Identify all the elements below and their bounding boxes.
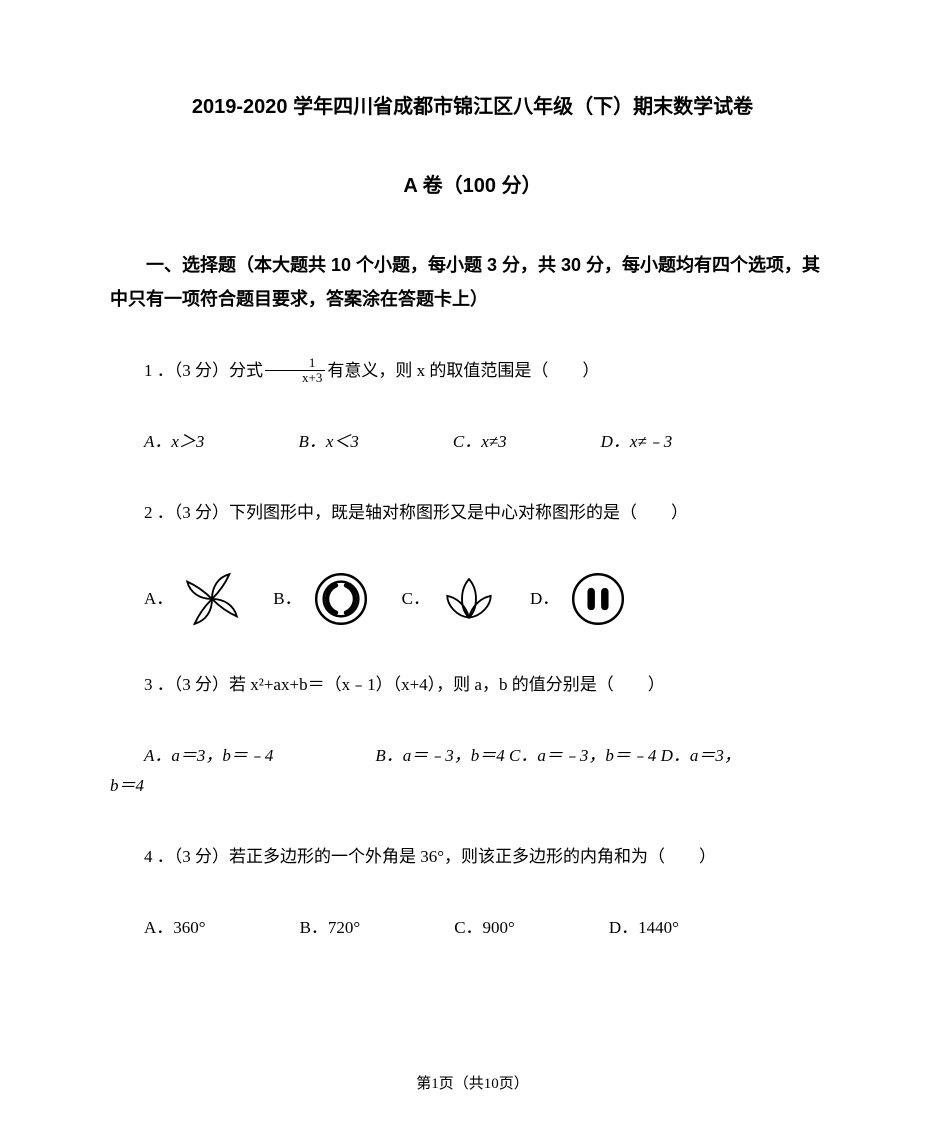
q2-label-b: B．	[273, 584, 301, 615]
q1-options: A．x＞3 B．x＜3 C．x≠3 D．x≠﹣3	[110, 427, 835, 458]
q4-options: A．360° B．720° C．900° D．1440°	[110, 913, 835, 944]
q2-label-c: C．	[402, 584, 430, 615]
q4-option-b: B．720°	[266, 913, 361, 944]
q2-label-d: D．	[530, 584, 559, 615]
q2-label-a: A．	[144, 584, 173, 615]
question-1: 1 ．（3 分）分式1x+3有意义，则 x 的取值范围是（ ）	[110, 356, 835, 387]
question-3: 3 ．（3 分）若 x²+ax+b＝（x﹣1）（x+4），则 a，b 的值分别是…	[110, 670, 835, 701]
q1-option-c: C．x≠3	[419, 427, 507, 458]
q2-option-a: A．	[144, 568, 243, 630]
paper-subtitle: A 卷（100 分）	[110, 169, 835, 198]
q3-options-line2: b＝4	[110, 771, 144, 802]
q1-prefix: 1 ．（3 分）分式	[144, 361, 263, 380]
pinwheel-icon	[181, 568, 243, 630]
question-2: 2 ．（3 分）下列图形中，既是轴对称图形又是中心对称图形的是（ ）	[110, 498, 835, 529]
q3-options-line1: A．a＝3，b＝﹣4 B．a＝﹣3，b＝4 C．a＝﹣3，b＝﹣4 D．a＝3，	[144, 746, 741, 765]
q2-option-c: C．	[402, 568, 500, 630]
q1-frac-den: x+3	[265, 371, 325, 385]
section-heading: 一、选择题（本大题共 10 个小题，每小题 3 分，共 30 分，每小题均有四个…	[110, 248, 835, 316]
q4-option-c: C．900°	[420, 913, 515, 944]
page: 2019-2020 学年四川省成都市锦江区八年级（下）期末数学试卷 A 卷（10…	[0, 0, 945, 1123]
q3-options: A．a＝3，b＝﹣4 B．a＝﹣3，b＝4 C．a＝﹣3，b＝﹣4 D．a＝3，…	[110, 741, 835, 802]
section-heading-line1: 一、选择题（本大题共 10 个小题，每小题 3 分，共 30 分，每小题均有四个…	[146, 255, 820, 275]
q4-option-d: D．1440°	[575, 913, 679, 944]
socket-icon	[567, 568, 629, 630]
q1-option-a: A．x＞3	[110, 427, 204, 458]
question-4: 4 ．（3 分）若正多边形的一个外角是 36°，则该正多边形的内角和为（ ）	[110, 842, 835, 873]
q2-option-d: D．	[530, 568, 629, 630]
page-title: 2019-2020 学年四川省成都市锦江区八年级（下）期末数学试卷	[110, 90, 835, 119]
q1-option-d: D．x≠﹣3	[567, 427, 673, 458]
q2-options: A． B． C．	[110, 568, 835, 630]
q1-fraction: 1x+3	[265, 356, 325, 384]
q1-frac-num: 1	[265, 356, 325, 371]
section-heading-line2: 中只有一项符合题目要求，答案涂在答题卡上）	[110, 289, 488, 309]
q2-option-b: B．	[273, 568, 371, 630]
q1-suffix: 有意义，则 x 的取值范围是（ ）	[327, 361, 599, 380]
q1-option-b: B．x＜3	[264, 427, 358, 458]
page-footer: 第1页（共10页）	[0, 1072, 945, 1093]
q4-option-a: A．360°	[110, 913, 206, 944]
ring-bracket-icon	[310, 568, 372, 630]
lotus-icon	[438, 568, 500, 630]
